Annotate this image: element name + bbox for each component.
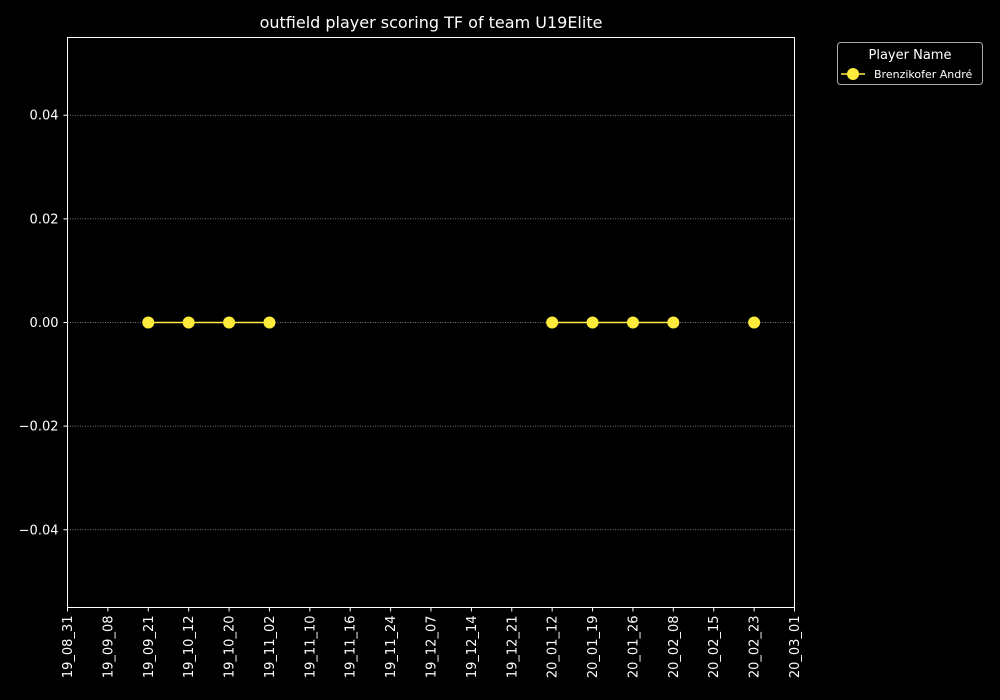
x-tick-label: 19_12_21 xyxy=(505,616,520,679)
x-tick-label: 20_02_08 xyxy=(667,616,682,679)
y-tick-label: 0.04 xyxy=(30,109,59,124)
x-tick-label: 19_12_14 xyxy=(465,616,480,679)
y-tick-label: −0.02 xyxy=(19,420,59,435)
y-tick-label: 0.02 xyxy=(30,212,59,227)
x-tick-label: 19_11_10 xyxy=(303,616,318,679)
chart-title: outfield player scoring TF of team U19El… xyxy=(260,13,603,32)
x-tick-label: 20_02_15 xyxy=(707,616,722,679)
x-tick-label: 19_10_20 xyxy=(223,616,238,679)
x-tick-label: 20_02_23 xyxy=(748,616,763,679)
data-point xyxy=(223,316,236,329)
data-point xyxy=(263,316,276,329)
y-tick-label: 0.00 xyxy=(30,316,59,331)
data-point xyxy=(546,316,559,329)
x-axis: 19_08_31 19_09_08 19_09_21 19_10_12 19_10_20… xyxy=(61,607,803,679)
x-tick-label: 20_01_12 xyxy=(546,616,561,679)
data-point xyxy=(626,316,639,329)
legend-title: Player Name xyxy=(869,48,952,63)
x-tick-label: 20_01_19 xyxy=(586,616,601,679)
x-tick-label: 19_11_02 xyxy=(263,616,278,679)
x-tick-label: 19_11_24 xyxy=(384,616,399,679)
legend-label: Brenzikofer André xyxy=(874,68,973,81)
legend-box xyxy=(837,42,983,85)
y-axis: −0.04 −0.02 0.00 0.02 0.04 xyxy=(19,109,68,538)
x-tick-label: 19_11_16 xyxy=(344,616,359,679)
legend: Player Name Brenzikofer André xyxy=(837,42,983,85)
data-point xyxy=(748,316,761,329)
x-tick-label: 19_12_07 xyxy=(425,616,440,679)
series-layer xyxy=(142,316,761,329)
x-tick-label: 19_09_08 xyxy=(101,616,116,679)
data-point xyxy=(142,316,155,329)
data-point xyxy=(667,316,680,329)
x-tick-label: 20_01_26 xyxy=(626,616,641,679)
x-tick-label: 19_09_21 xyxy=(142,616,157,679)
x-tick-label: 20_03_01 xyxy=(788,616,803,679)
legend-swatch-marker xyxy=(847,68,859,80)
x-tick-label: 19_08_31 xyxy=(61,616,76,679)
x-tick-label: 19_10_12 xyxy=(182,616,197,679)
y-tick-label: −0.04 xyxy=(19,523,59,538)
data-point xyxy=(182,316,195,329)
data-point xyxy=(586,316,599,329)
